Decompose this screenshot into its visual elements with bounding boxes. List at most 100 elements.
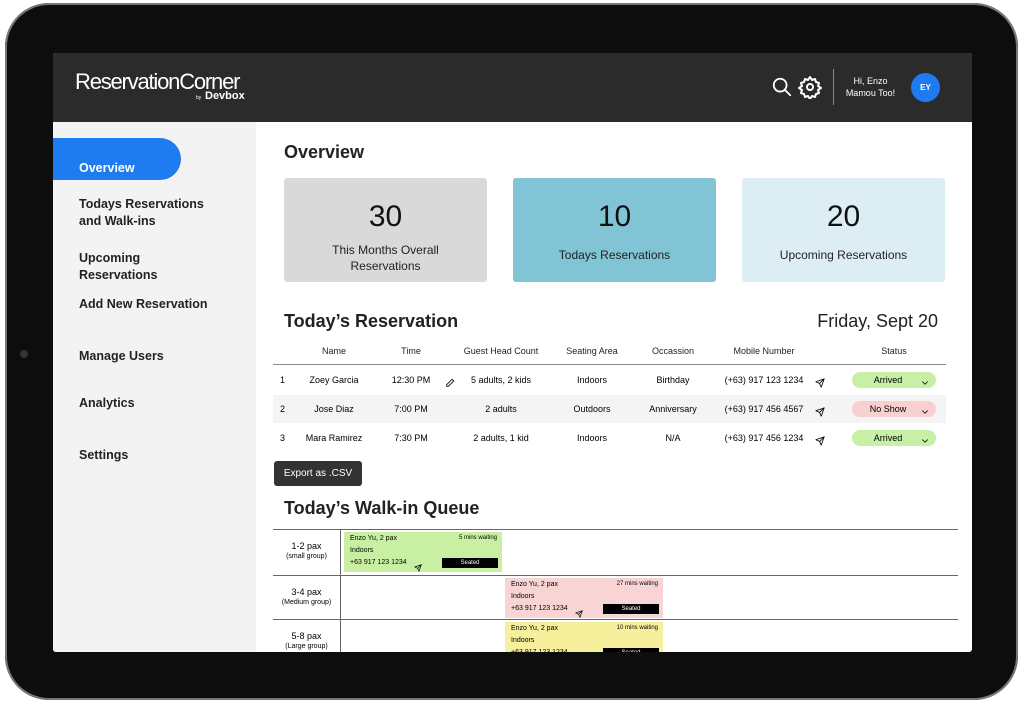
active-pill [53, 138, 181, 180]
nav-item[interactable]: Settings [79, 448, 129, 462]
nav-item[interactable]: Todays Reservations and Walk-ins [79, 197, 204, 228]
date: Friday, Sept 20 [817, 311, 938, 331]
send-icon[interactable] [414, 559, 422, 572]
table-row: 2 Jose Diaz 7:00 PM 2 adults Outdoors Anniver… [273, 395, 946, 423]
cell: 12:30 PM [391, 375, 431, 385]
walkin-card: Enzo Yu, 2 pax 10 mins waiting Indoors +63 … [505, 622, 663, 652]
send-icon[interactable] [815, 375, 825, 388]
walkin-card: Enzo Yu, 2 pax 27 mins waiting Indoors +63 … [505, 578, 663, 618]
group-sub: (small group) [286, 553, 327, 560]
cell: Zoey Garcia [309, 375, 359, 385]
queue-rule [273, 619, 958, 620]
nav-item[interactable]: Analytics [79, 396, 135, 410]
cell: Outdoors [573, 404, 611, 414]
screen: ReservationCorner by Devbox Hi, Enzo Mamou T… [53, 53, 972, 652]
section-title: Overview [284, 142, 365, 162]
status-text: Arrived [873, 433, 903, 443]
walkin-status[interactable]: Seated [442, 558, 498, 568]
column-header: Name [321, 346, 346, 356]
stat-value: 10 [597, 200, 632, 233]
nav-item[interactable]: Add New Reservation [79, 297, 208, 311]
table-row: 3 Mara Ramirez 7:30 PM 2 adults, 1 kid Indoo… [273, 424, 946, 452]
greeting: Hi, Enzo [853, 76, 888, 86]
status-pill[interactable]: Arrived [852, 430, 936, 446]
send-icon[interactable] [575, 649, 583, 652]
chevron-icon-glyph [922, 381, 928, 385]
edit-icon[interactable] [445, 375, 455, 387]
section-title: Today’s Reservation [284, 311, 459, 331]
send-icon-glyph [815, 436, 825, 446]
stat-card: 30 This Months Overall Reservations [284, 178, 487, 282]
group-sub: (Medium group) [281, 599, 332, 606]
send-icon-glyph [815, 378, 825, 388]
walkin-status[interactable]: Seated [603, 648, 659, 652]
table-row: 1 Zoey Garcia 12:30 PM 5 adults, 2 kids Indo… [273, 366, 946, 394]
stat-value: 20 [826, 200, 861, 233]
brand-by: by [196, 95, 202, 101]
group-label: 5-8 pax [291, 631, 322, 641]
column-header: Occassion [651, 346, 695, 356]
search-icon-glyph [772, 77, 792, 97]
chevron-icon [920, 404, 930, 414]
settings-icon-glyph [798, 76, 822, 100]
cell: 7:00 PM [394, 404, 428, 414]
walkin-waiting: 27 mins waiting [616, 581, 658, 587]
cell: (+63) 917 123 1234 [724, 375, 804, 385]
walkin-status[interactable]: Seated [603, 604, 659, 614]
search-icon[interactable] [771, 76, 793, 98]
walkin-card: Enzo Yu, 2 pax 5 mins waiting Indoors +63 9… [344, 532, 502, 572]
stat-value: 30 [368, 200, 403, 233]
walkin-phone: +63 917 123 1234 [511, 649, 568, 652]
nav-item[interactable]: Overview [79, 161, 135, 175]
walkin-area: Indoors [511, 637, 535, 644]
brand: ReservationCorner [75, 69, 240, 94]
group-label: 3-4 pax [291, 587, 322, 597]
row-number: 2 [280, 404, 286, 414]
send-icon[interactable] [815, 433, 825, 446]
stat-card: 20 Upcoming Reservations [742, 178, 945, 282]
status-pill[interactable]: Arrived [852, 372, 936, 388]
cell: Birthday [656, 375, 690, 385]
cell: Indoors [576, 433, 608, 443]
cell: (+63) 917 456 1234 [724, 433, 804, 443]
row-number: 1 [280, 375, 286, 385]
section-title: Today’s Walk-in Queue [284, 498, 480, 518]
status-text: No Show [869, 404, 907, 414]
settings-icon[interactable] [798, 75, 822, 100]
walkin-area: Indoors [350, 547, 374, 554]
queue-rule [273, 529, 958, 530]
row-number: 3 [280, 433, 286, 443]
cell: Mara Ramirez [305, 433, 363, 443]
send-icon[interactable] [815, 404, 825, 417]
cell: 5 adults, 2 kids [470, 375, 532, 385]
nav-item[interactable]: Upcoming Reservations [79, 251, 158, 282]
edit-icon-glyph [446, 378, 455, 387]
column-header: Mobile Number [733, 346, 795, 356]
chevron-icon [920, 375, 930, 385]
chevron-icon-glyph [922, 439, 928, 443]
walkin-area: Indoors [511, 593, 535, 600]
export-button[interactable]: Export as .CSV [274, 461, 362, 486]
cell: Jose Diaz [314, 404, 354, 414]
send-icon-glyph [414, 564, 422, 572]
greeting-sub: Mamou Too! [845, 88, 896, 98]
brand-sub: Devbox [205, 90, 245, 102]
header: ReservationCorner by Devbox Hi, Enzo Mamou T… [53, 53, 972, 122]
group-label: 1-2 pax [291, 541, 322, 551]
queue-rule [273, 575, 958, 576]
avatar[interactable]: EY [911, 73, 940, 102]
nav-item[interactable]: Manage Users [79, 349, 164, 363]
column-header: Status [881, 346, 907, 356]
queue-divider [340, 529, 341, 652]
send-icon[interactable] [575, 605, 583, 618]
walkin-name: Enzo Yu, 2 pax [511, 581, 558, 588]
status-text: Arrived [873, 375, 903, 385]
stat-card: 10 Todays Reservations [513, 178, 716, 282]
send-icon-glyph [575, 610, 583, 618]
stat-label: Todays Reservations [558, 248, 671, 262]
walkin-name: Enzo Yu, 2 pax [511, 625, 558, 632]
stat-label: This Months Overall Reservations [332, 243, 439, 273]
cell: Indoors [576, 375, 608, 385]
status-pill[interactable]: No Show [852, 401, 936, 417]
